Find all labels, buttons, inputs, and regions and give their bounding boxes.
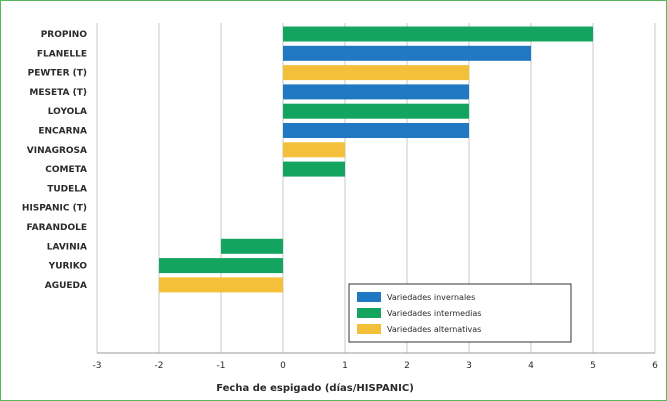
x-tick-labels: -3 -2 -1 0 1 2 3 4 5 6 — [93, 361, 659, 371]
bar-propino — [283, 26, 593, 42]
legend-swatch-invernales — [357, 292, 381, 302]
bar-loyola — [283, 103, 469, 119]
x-axis-title: Fecha de espigado (días/HISPANIC) — [216, 382, 414, 394]
bar-pewter-t — [283, 65, 469, 81]
category-label: MESETA (T) — [29, 88, 87, 98]
legend: Variedades invernales Variedades intermed… — [348, 283, 572, 343]
bar-cometa — [283, 161, 345, 177]
bar-yuriko — [159, 258, 283, 274]
category-label: COMETA — [45, 165, 87, 175]
bar-flanelle — [283, 45, 531, 61]
legend-swatch-intermedias — [357, 308, 381, 318]
category-label: HISPANIC (T) — [22, 204, 87, 214]
bar-lavinia — [221, 238, 283, 254]
bar-encarna — [283, 123, 469, 138]
category-label: LAVINIA — [47, 242, 87, 252]
x-tick-label: -1 — [217, 361, 226, 371]
category-label: VINAGROSA — [27, 146, 87, 156]
x-tick-label: 0 — [280, 361, 286, 371]
category-label: LOYOLA — [48, 107, 87, 117]
x-tick-label: -3 — [93, 361, 102, 371]
legend-swatch-alternativas — [357, 324, 381, 334]
x-tick-label: 1 — [342, 361, 348, 371]
x-tick-label: 2 — [404, 361, 410, 371]
bar-agueda — [159, 277, 283, 293]
category-label: FARANDOLE — [26, 223, 87, 233]
bars — [159, 26, 593, 293]
bar-vinagrosa — [283, 142, 345, 158]
category-label: FLANELLE — [37, 49, 87, 59]
legend-box — [348, 283, 572, 343]
category-label: YURIKO — [48, 262, 88, 272]
legend-label-invernales: Variedades invernales — [387, 293, 475, 302]
legend-label-alternativas: Variedades alternativas — [387, 325, 481, 334]
x-tick-label: 5 — [590, 361, 596, 371]
category-label: TUDELA — [47, 184, 87, 194]
x-tick-label: -2 — [155, 361, 164, 371]
x-tick-label: 3 — [466, 361, 472, 371]
category-label: PEWTER (T) — [28, 69, 87, 79]
x-tick-label: 6 — [652, 361, 658, 371]
category-labels: PROPINO FLANELLE PEWTER (T) MESETA (T) LOYOL… — [22, 30, 87, 291]
category-label: AGUEDA — [45, 281, 87, 291]
category-label: PROPINO — [41, 30, 88, 40]
category-label: ENCARNA — [38, 127, 87, 137]
bar-meseta-t — [283, 84, 469, 100]
x-tick-label: 4 — [528, 361, 534, 371]
legend-label-intermedias: Variedades intermedias — [387, 309, 481, 318]
